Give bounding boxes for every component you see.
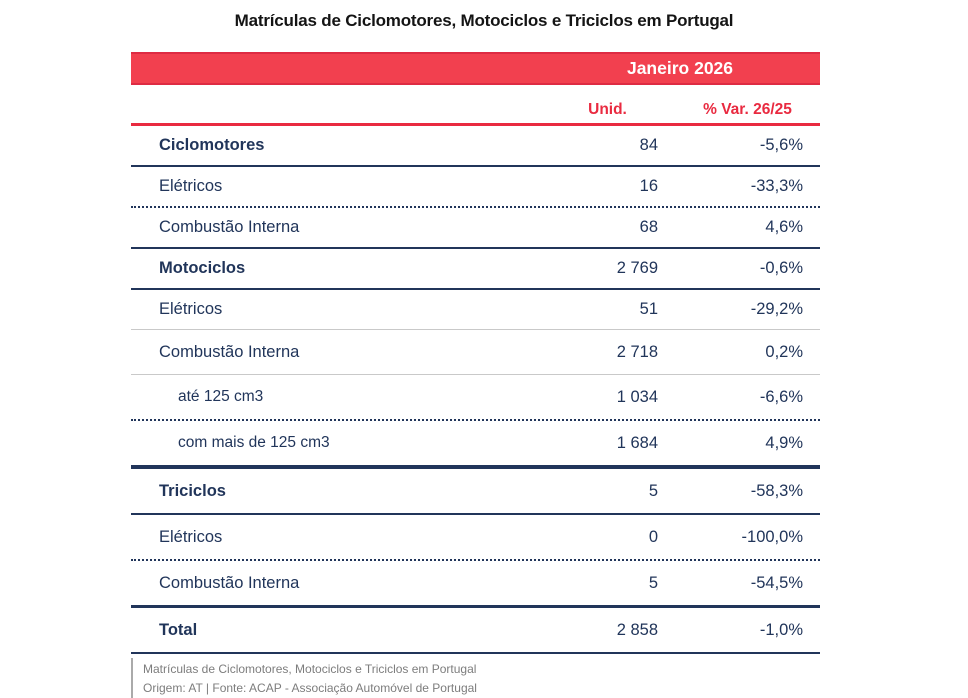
table-row: Ciclomotores 84 -5,6%: [131, 126, 820, 167]
row-label: Elétricos: [159, 300, 223, 318]
row-variation-value: 4,6%: [765, 218, 803, 236]
table-row: com mais de 125 cm3 1 684 4,9%: [131, 421, 820, 469]
row-units-value: 2 718: [616, 342, 658, 361]
table-row: Elétricos 16 -33,3%: [131, 167, 820, 208]
row-variation-value: -33,3%: [750, 177, 803, 195]
row-label: Combustão Interna: [159, 342, 300, 361]
row-variation-value: -6,6%: [759, 387, 803, 406]
period-label: Janeiro 2026: [626, 58, 734, 78]
table-row: Triciclos 5 -58,3%: [131, 469, 820, 515]
source-note-line1: Matrículas de Ciclomotores, Motociclos e…: [143, 662, 477, 676]
column-header-units: Unid.: [588, 101, 627, 118]
row-variation-value: -58,3%: [750, 481, 803, 500]
row-variation-value: -5,6%: [759, 136, 803, 154]
row-units-value: 5: [648, 481, 658, 500]
row-label: Elétricos: [159, 527, 223, 546]
row-variation-value: -100,0%: [741, 527, 803, 546]
row-units-value: 1 034: [616, 387, 658, 406]
row-units-value: 84: [639, 136, 658, 154]
row-variation-value: -54,5%: [750, 573, 803, 592]
row-label: Combustão Interna: [159, 573, 300, 592]
row-units-value: 0: [648, 527, 658, 546]
table-row: Combustão Interna 5 -54,5%: [131, 561, 820, 608]
row-label: Motociclos: [159, 259, 246, 277]
table-row: até 125 cm3 1 034 -6,6%: [131, 375, 820, 421]
row-variation-value: -1,0%: [759, 620, 803, 639]
table-row: Motociclos 2 769 -0,6%: [131, 249, 820, 290]
row-variation-value: 0,2%: [765, 342, 803, 361]
row-label: Elétricos: [159, 177, 223, 195]
row-label: Combustão Interna: [159, 218, 300, 236]
registrations-table: Janeiro 2026 Unid. % Var. 26/25 Ciclomot…: [131, 52, 820, 698]
row-units-value: 68: [639, 218, 658, 236]
page-title: Matrículas de Ciclomotores, Motociclos e…: [234, 11, 734, 30]
source-note-line2: Origem: AT | Fonte: ACAP - Associação Au…: [143, 681, 477, 696]
column-header-row: Unid. % Var. 26/25: [131, 85, 820, 126]
table-row: Combustão Interna 2 718 0,2%: [131, 330, 820, 375]
row-units-value: 51: [639, 300, 658, 318]
table-row: Elétricos 51 -29,2%: [131, 290, 820, 330]
row-variation-value: 4,9%: [765, 433, 803, 452]
row-units-value: 5: [648, 573, 658, 592]
row-label: Triciclos: [159, 481, 226, 500]
table-row: Total 2 858 -1,0%: [131, 608, 820, 654]
row-units-value: 16: [639, 177, 658, 195]
row-label: Ciclomotores: [159, 136, 265, 154]
table-row: Combustão Interna 68 4,6%: [131, 208, 820, 249]
row-label: Total: [159, 620, 198, 639]
table-row: Elétricos 0 -100,0%: [131, 515, 820, 561]
period-banner: Janeiro 2026: [131, 52, 820, 85]
row-label: com mais de 125 cm3: [178, 434, 330, 451]
row-variation-value: -29,2%: [750, 300, 803, 318]
row-units-value: 2 858: [616, 620, 658, 639]
source-note: Matrículas de Ciclomotores, Motociclos e…: [131, 658, 820, 698]
row-units-value: 1 684: [616, 433, 658, 452]
row-units-value: 2 769: [616, 259, 658, 277]
column-header-variation: % Var. 26/25: [703, 101, 792, 118]
row-label: até 125 cm3: [178, 388, 264, 405]
row-variation-value: -0,6%: [759, 259, 803, 277]
